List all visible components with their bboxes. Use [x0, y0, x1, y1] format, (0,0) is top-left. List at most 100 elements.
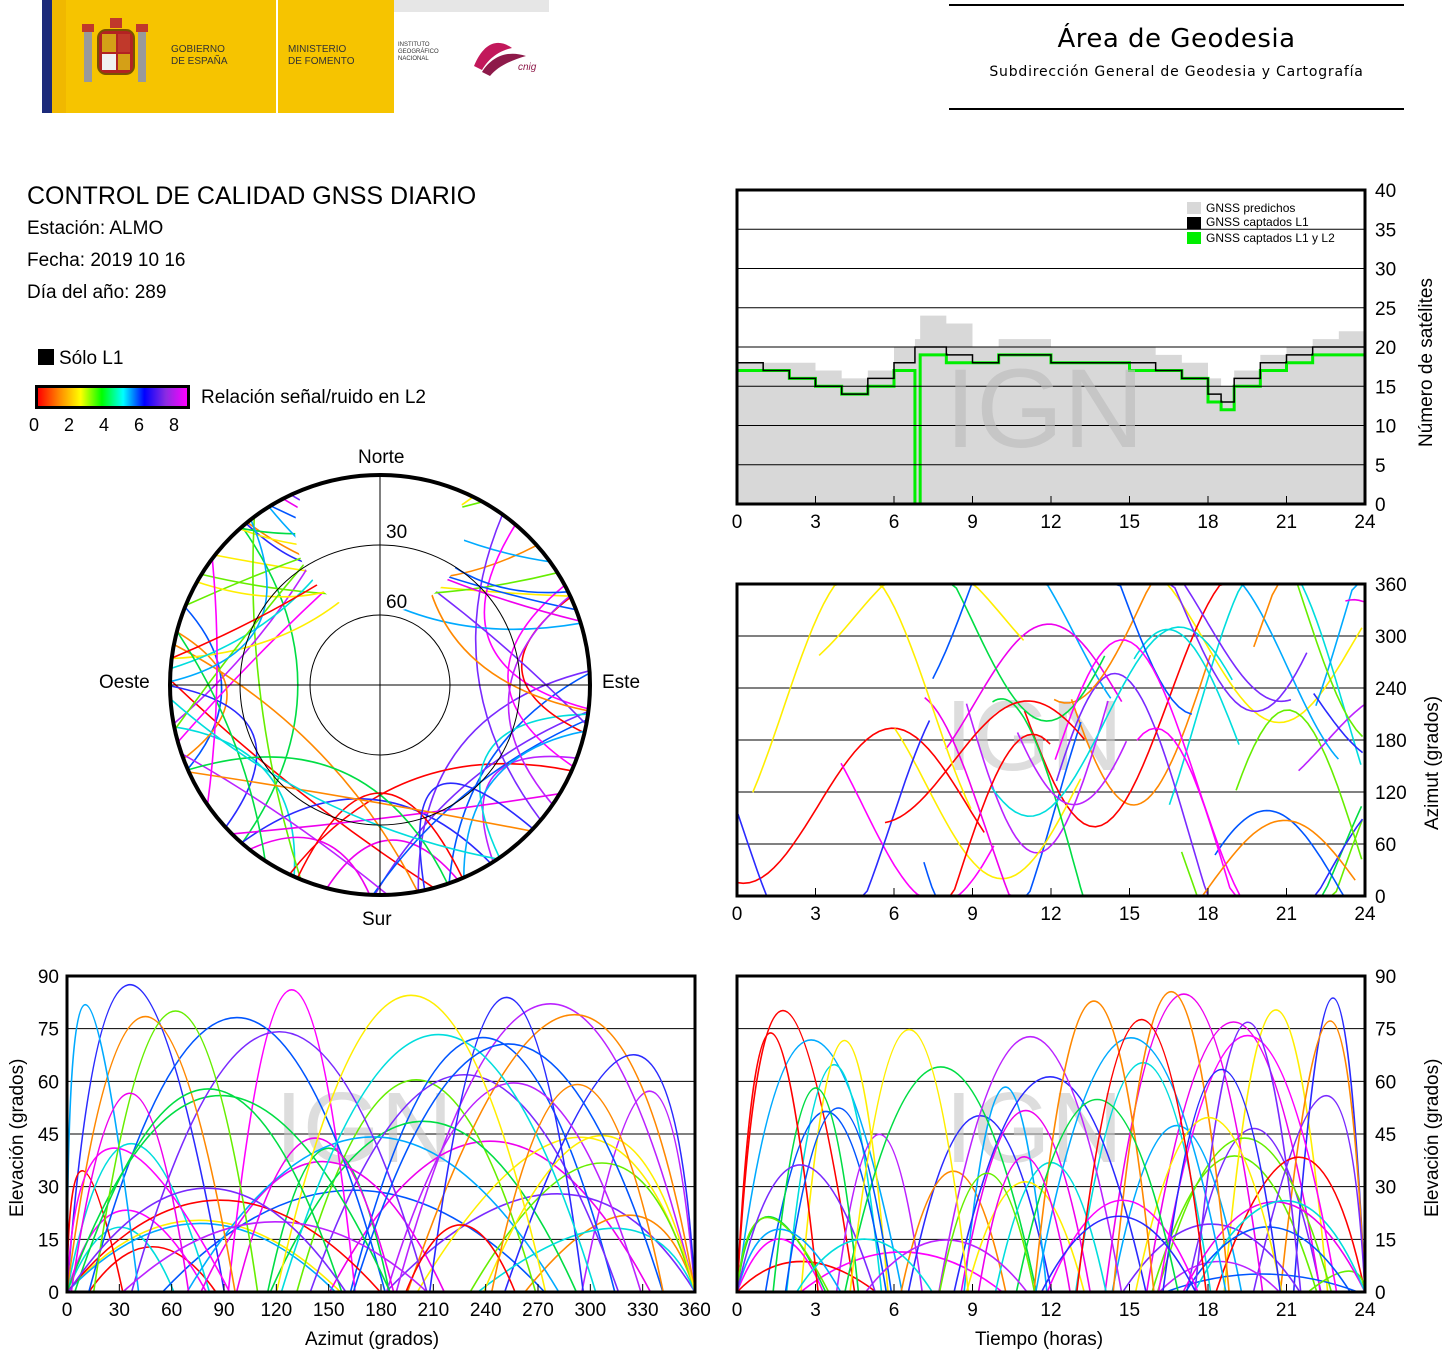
azimuth-track: [945, 623, 1123, 750]
x-tick-label: 180: [365, 1300, 397, 1321]
elevation-arc: [280, 1034, 597, 1293]
ea-xlabel: Azimut (grados): [305, 1329, 439, 1350]
y-tick-label: 30: [38, 1178, 59, 1199]
azimuth-track: [884, 700, 1085, 824]
sky-track: [474, 514, 542, 821]
azt-ylabel: Azimut (grados): [1422, 696, 1443, 830]
y-tick-label: 10: [1375, 417, 1396, 438]
report-title: CONTROL DE CALIDAD GNSS DIARIO: [27, 182, 477, 210]
elevation-pass: [736, 1010, 856, 1293]
snr-tick-4: 4: [99, 415, 110, 435]
x-tick-label: 0: [62, 1300, 73, 1321]
elevation-pass: [1122, 1223, 1301, 1293]
date-label: Fecha: 2019 10 16: [27, 250, 186, 271]
sky-track: [187, 756, 449, 885]
sat-watermark: IGN: [945, 346, 1144, 471]
elevation-arc: [405, 1224, 516, 1293]
elevation-arc: [266, 1147, 391, 1293]
elevation-pass: [795, 1238, 933, 1293]
sky-track: [249, 836, 371, 896]
sky-track: [417, 670, 590, 892]
elevation-arc: [309, 1074, 620, 1293]
azimuth-track: [1235, 709, 1363, 860]
x-tick-label: 150: [313, 1300, 345, 1321]
elevation-pass: [960, 1109, 1091, 1293]
y-tick-label: 90: [38, 967, 59, 988]
elevation-pass: [1015, 1099, 1179, 1293]
x-tick-label: 240: [470, 1300, 502, 1321]
x-tick-label: 18: [1197, 512, 1218, 533]
sky-track: [206, 558, 218, 805]
x-tick-label: 120: [260, 1300, 292, 1321]
elevation-pass: [772, 1087, 860, 1293]
sky-track: [507, 595, 571, 806]
x-tick-label: 21: [1276, 904, 1297, 925]
y-tick-label: 15: [1375, 1230, 1396, 1251]
elevation-arc: [524, 1214, 696, 1293]
y-tick-label: 30: [1375, 260, 1396, 281]
elevation-arc: [66, 1199, 381, 1293]
skyplot-chart: Norte Sur Oeste Este 30 60: [99, 443, 640, 930]
x-tick-label: 270: [522, 1300, 554, 1321]
only-l1-label: Sólo L1: [59, 348, 124, 369]
elevation-pass: [736, 1228, 842, 1293]
y-tick-label: 30: [1375, 1178, 1396, 1199]
station-label: Estación: ALMO: [27, 218, 164, 239]
azimuth-track: [1168, 583, 1292, 703]
x-tick-label: 12: [1040, 904, 1061, 925]
snr-label: Relación señal/ruido en L2: [201, 387, 426, 408]
sky-track: [482, 755, 577, 863]
elevation-pass: [1162, 1068, 1282, 1293]
ign-line1: INSTITUTO: [398, 42, 430, 48]
x-tick-label: 9: [967, 1300, 978, 1321]
sky-label-east: Este: [602, 672, 640, 693]
x-tick-label: 15: [1119, 904, 1140, 925]
azimuth-track: [840, 762, 995, 897]
azimuth-track: [1016, 732, 1128, 806]
snr-tick-2: 2: [64, 415, 75, 435]
y-tick-label: 240: [1375, 679, 1407, 700]
x-tick-label: 9: [967, 904, 978, 925]
y-tick-label: 45: [1375, 1125, 1396, 1146]
sky-track: [372, 719, 588, 896]
elevation-arc: [469, 1162, 696, 1293]
x-tick-label: 18: [1197, 904, 1218, 925]
azimuth-track: [965, 700, 1109, 854]
sat-ylabel: Número de satélites: [1416, 278, 1437, 447]
elevation-arc: [477, 1227, 696, 1293]
elevation-arc: [122, 1221, 428, 1293]
azimuth-track: [990, 626, 1233, 818]
snr-colorbar: [35, 385, 190, 409]
azimuth-track: [1055, 672, 1213, 897]
cnig-logo-icon: [474, 42, 526, 76]
min-line2: DE FOMENTO: [288, 56, 355, 67]
elevation-pass: [1040, 1215, 1197, 1293]
ign-line3: NACIONAL: [398, 56, 429, 62]
x-tick-label: 12: [1040, 1300, 1061, 1321]
elevation-pass: [785, 1063, 883, 1293]
x-tick-label: 60: [161, 1300, 182, 1321]
sky-label-west: Oeste: [99, 672, 150, 693]
sky-ring-label-60: 60: [386, 592, 407, 613]
x-tick-label: 3: [810, 904, 821, 925]
elevation-arc: [275, 994, 547, 1293]
azimuth-track: [992, 698, 1100, 897]
x-tick-label: 90: [213, 1300, 234, 1321]
header-logos: GOBIERNO DE ESPAÑA MINISTERIO DE FOMENTO…: [42, 0, 549, 113]
y-tick-label: 120: [1375, 783, 1407, 804]
sky-track: [374, 710, 589, 896]
ministry-block: MINISTERIO DE FOMENTO: [278, 0, 394, 113]
elevation-pass: [1157, 1034, 1338, 1293]
area-title: Área de Geodesia: [1057, 24, 1296, 54]
sat-legend-l1: GNSS captados L1: [1206, 215, 1309, 229]
sky-track: [181, 753, 389, 896]
y-tick-label: 5: [1375, 456, 1386, 477]
x-tick-label: 6: [889, 512, 900, 533]
azimuth-track: [1214, 809, 1345, 897]
elevation-arc: [406, 1013, 696, 1293]
elevation-arc: [66, 1219, 342, 1293]
sky-track: [174, 726, 296, 877]
elevation-arc: [66, 983, 226, 1293]
sky-track: [241, 798, 492, 864]
